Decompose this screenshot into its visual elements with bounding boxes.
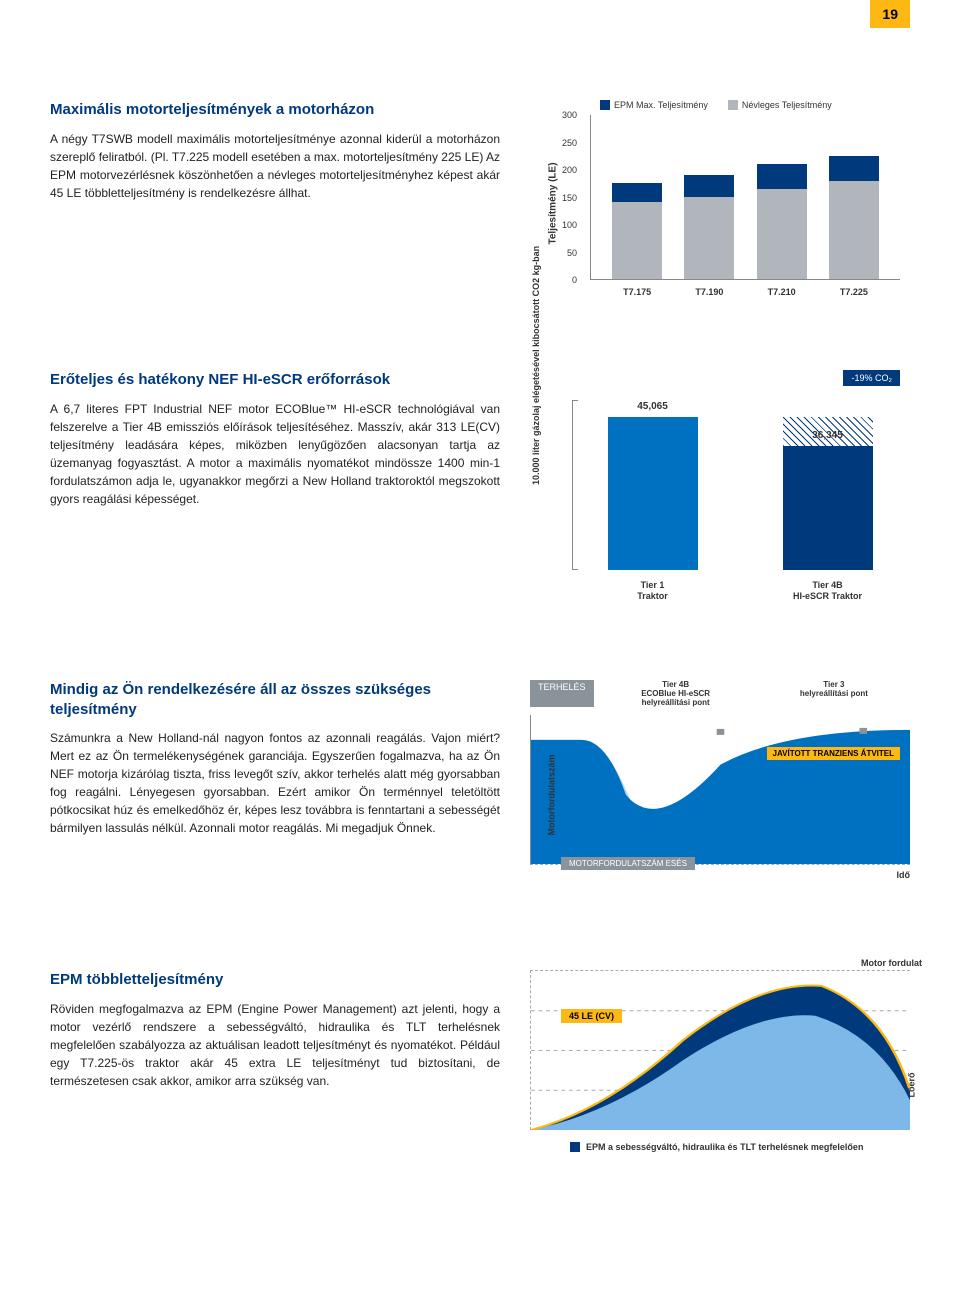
chart2-plot-area: 45,065Tier 1 Traktor 36,345Tier 4B HI-eSC… — [580, 400, 900, 570]
rpm-drop-badge: MOTORFORDULATSZÁM ESÉS — [561, 857, 695, 870]
epm-legend: EPM a sebességváltó, hidraulika és TLT t… — [570, 1142, 910, 1152]
chart2-value-label: 45,065 — [608, 401, 698, 412]
chart1-ytick: 50 — [567, 248, 577, 258]
chart2-value-label: 36,345 — [783, 430, 873, 441]
trans-svg — [531, 715, 910, 864]
legend-swatch-rated — [728, 100, 738, 110]
section3-body: Számunkra a New Holland-nál nagyon fonto… — [50, 729, 500, 837]
chart2-xlabel: Tier 4B HI-eSCR Traktor — [783, 580, 873, 602]
chart1-xlabel: T7.225 — [829, 287, 879, 297]
chart2-bar: 36,345Tier 4B HI-eSCR Traktor — [783, 400, 873, 570]
chart1-ytick: 200 — [562, 165, 577, 175]
chart1-bar: T7.225 — [829, 115, 879, 279]
trans-ylabel: Motorfordulatszám — [547, 754, 557, 835]
load-badge: TERHELÉS — [530, 680, 594, 707]
chart2-ylabel: 10.000 liter gázolaj elégetésével kibocs… — [531, 246, 541, 485]
page-number: 19 — [870, 0, 910, 28]
power-bar-chart: EPM Max. Teljesítmény Névleges Teljesítm… — [530, 100, 910, 300]
co2-badge: -19% CO₂ — [843, 370, 900, 386]
legend-swatch-epm — [600, 100, 610, 110]
loero-label: Lóerő — [906, 1072, 916, 1097]
chart1-ytick: 150 — [562, 193, 577, 203]
epm-legend-label: EPM a sebességváltó, hidraulika és TLT t… — [586, 1142, 863, 1152]
section3-heading: Mindig az Ön rendelkezésére áll az össze… — [50, 680, 500, 719]
tier3-label: Tier 3 helyreállítási pont — [758, 680, 910, 707]
tier4b-label: Tier 4B ECOBlue HI-eSCR helyreállítási p… — [600, 680, 752, 707]
epm-45le-badge: 45 LE (CV) — [561, 1009, 622, 1023]
co2-bar-chart: -19% CO₂ 10.000 liter gázolaj elégetésév… — [530, 370, 910, 610]
section4-heading: EPM többletteljesítmény — [50, 970, 500, 990]
legend-label-epm: EPM Max. Teljesítmény — [614, 100, 708, 110]
chart1-bar: T7.190 — [684, 115, 734, 279]
chart1-ytick: 250 — [562, 138, 577, 148]
epm-chart: Motor fordulat 45 LE (CV) Lóerő — [530, 970, 910, 1170]
chart2-bar: 45,065Tier 1 Traktor — [608, 400, 698, 570]
epm-svg — [531, 971, 910, 1130]
time-label: Idő — [897, 870, 911, 880]
chart1-ytick: 0 — [572, 275, 577, 285]
chart1-xlabel: T7.175 — [612, 287, 662, 297]
section1-heading: Maximális motorteljesítmények a motorház… — [50, 100, 500, 120]
section1-body: A négy T7SWB modell maximális motortelje… — [50, 130, 500, 202]
chart2-xlabel: Tier 1 Traktor — [608, 580, 698, 602]
chart1-ytick: 300 — [562, 110, 577, 120]
chart1-ytick: 100 — [562, 220, 577, 230]
motor-fordulat-label: Motor fordulat — [861, 958, 922, 968]
chart1-xlabel: T7.210 — [757, 287, 807, 297]
chart1-ylabel: Teljesítmény (LE) — [548, 162, 559, 244]
chart1-plot-area: T7.175 T7.190 T7.210 T7.225 — [590, 115, 900, 280]
transient-chart: TERHELÉS Tier 4B ECOBlue HI-eSCR helyreá… — [530, 680, 910, 900]
epm-legend-swatch — [570, 1142, 580, 1152]
section4-body: Röviden megfogalmazva az EPM (Engine Pow… — [50, 1000, 500, 1090]
section2-body: A 6,7 literes FPT Industrial NEF motor E… — [50, 400, 500, 508]
section2-heading: Erőteljes és hatékony NEF HI-eSCR erőfor… — [50, 370, 500, 390]
chart1-xlabel: T7.190 — [684, 287, 734, 297]
legend-label-rated: Névleges Teljesítmény — [742, 100, 832, 110]
chart1-bar: T7.210 — [757, 115, 807, 279]
chart1-bar: T7.175 — [612, 115, 662, 279]
chart1-legend: EPM Max. Teljesítmény Névleges Teljesítm… — [600, 100, 832, 110]
chart2-bracket — [572, 400, 578, 570]
improved-transient-banner: JAVÍTOTT TRANZIENS ÁTVITEL — [767, 747, 900, 760]
